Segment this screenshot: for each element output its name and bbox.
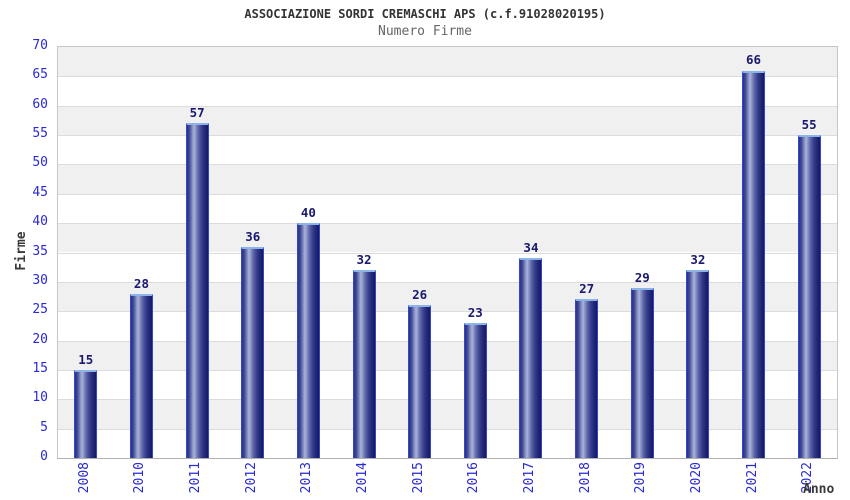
grid-band: [58, 311, 837, 341]
grid-band: [58, 223, 837, 253]
y-tick-label: 45: [32, 184, 48, 200]
grid-band: [58, 164, 837, 194]
bar-value-label: 36: [245, 228, 261, 244]
x-tick-label: 2020: [688, 462, 704, 494]
bar-value-label: 23: [467, 304, 483, 320]
gridline: [58, 193, 837, 195]
bar-value-label: 40: [300, 205, 316, 221]
x-tick-label: 2013: [299, 462, 315, 494]
bar-value-label: 34: [523, 240, 539, 256]
y-tick-label: 15: [32, 360, 48, 376]
chart-subtitle: Numero Firme: [378, 24, 472, 39]
grid-band: [58, 105, 837, 136]
gridline: [58, 164, 837, 166]
plot-area: 15 28 57 36 40 32 26 23 34 27 29 32 66 55: [57, 46, 838, 459]
bar-value-label: 57: [189, 105, 205, 121]
gridline: [58, 105, 837, 107]
bar: [463, 322, 487, 458]
bar-value-label: 66: [746, 52, 762, 68]
grid-band: [58, 340, 837, 370]
grid-band: [58, 281, 837, 312]
bar: [129, 293, 153, 458]
bar: [352, 270, 376, 458]
gridline: [58, 428, 837, 430]
bar: [185, 123, 209, 458]
y-tick-label: 55: [32, 126, 48, 142]
grid-band: [58, 399, 837, 429]
bar: [686, 270, 710, 458]
x-tick-label: 2021: [744, 462, 760, 494]
x-tick-label: 2019: [633, 462, 649, 494]
bar-value-label: 55: [801, 117, 817, 133]
x-tick-label: 2017: [521, 462, 537, 494]
grid-band: [58, 428, 837, 458]
bar: [630, 287, 654, 458]
gridline: [58, 252, 837, 254]
chart-title: ASSOCIAZIONE SORDI CREMASCHI APS (c.f.91…: [244, 7, 606, 21]
y-tick-label: 30: [32, 272, 48, 288]
bar-value-label: 15: [78, 351, 94, 367]
bar-value-label: 26: [412, 287, 428, 303]
y-tick-label: 0: [40, 449, 48, 464]
y-tick-label: 10: [32, 390, 48, 406]
gridline: [58, 76, 837, 78]
bar: [241, 246, 265, 458]
grid-band: [58, 193, 837, 224]
gridline: [58, 369, 837, 371]
y-tick-label: 25: [32, 302, 48, 318]
bar-value-label: 29: [634, 269, 650, 285]
bar: [74, 369, 98, 458]
y-tick-label: 60: [32, 96, 48, 112]
y-tick-label: 20: [32, 331, 48, 347]
bar: [797, 135, 821, 458]
x-tick-label: 2015: [410, 462, 426, 494]
y-tick-label: 5: [40, 419, 48, 435]
gridline: [58, 135, 837, 137]
bar: [519, 258, 543, 458]
gridline: [58, 340, 837, 342]
bar-value-label: 32: [356, 252, 372, 268]
bar-value-label: 27: [579, 281, 595, 297]
y-tick-label: 70: [32, 38, 48, 53]
y-tick-label: 40: [32, 214, 48, 230]
gridline: [58, 281, 837, 283]
x-tick-label: 2011: [188, 462, 204, 494]
x-tick-label: 2016: [466, 462, 482, 494]
x-axis-title: Anno: [803, 482, 835, 497]
bar: [742, 70, 766, 458]
gridline: [58, 399, 837, 401]
x-tick-label: 2008: [76, 462, 92, 494]
x-tick-label: 2010: [132, 462, 148, 494]
x-tick-label: 2018: [577, 462, 593, 494]
x-tick-label: 2012: [243, 462, 259, 494]
bar: [408, 305, 432, 458]
bar-value-label: 28: [133, 275, 149, 291]
bar-value-label: 32: [690, 252, 706, 268]
y-tick-label: 50: [32, 155, 48, 171]
y-tick-label: 65: [32, 67, 48, 83]
grid-band: [58, 47, 837, 77]
grid-band: [58, 135, 837, 165]
y-tick-label: 35: [32, 243, 48, 259]
bar: [575, 299, 599, 458]
gridline: [58, 311, 837, 313]
bar: [296, 223, 320, 458]
grid-band: [58, 252, 837, 282]
gridline: [58, 223, 837, 225]
grid-band: [58, 369, 837, 400]
grid-band: [58, 76, 837, 106]
x-tick-label: 2014: [355, 462, 371, 494]
